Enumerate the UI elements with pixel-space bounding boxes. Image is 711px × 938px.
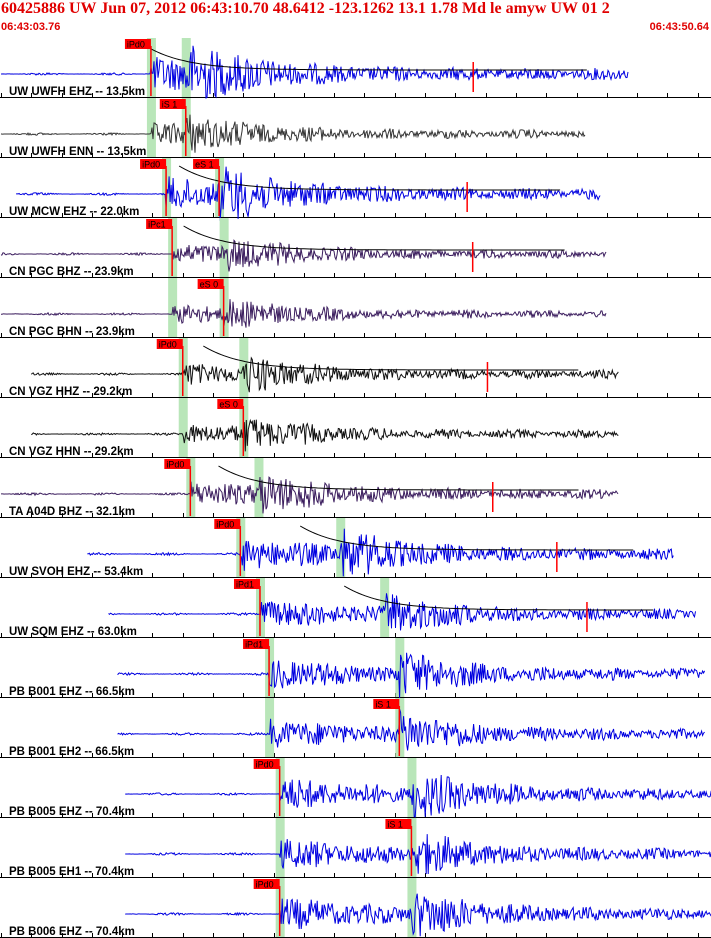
coda-curve	[203, 345, 579, 371]
station-label: UW UWFH EHZ -- 13.5km	[9, 86, 145, 98]
waveform-trace	[125, 893, 711, 937]
p-pick-box	[243, 639, 270, 649]
coda-curve	[183, 225, 565, 251]
p-pick-label: iPd1	[236, 580, 254, 590]
station-label: CN VGZ HHN -- 29.2km	[9, 446, 134, 458]
station-label: CN PGC BHN -- 23.9km	[9, 326, 135, 338]
s-pick-box	[197, 279, 224, 289]
start-time-label: 06:43:03.76	[1, 21, 61, 33]
waveform-trace	[0, 114, 586, 153]
s-pick-box	[193, 159, 220, 169]
trace-row: iPd1 PB B001 EHZ -- 66.5km	[0, 638, 711, 699]
station-label: PB B001 EHZ -- 66.5km	[9, 686, 135, 698]
p-pick-label: iPd0	[159, 340, 177, 350]
p-pick-box	[214, 519, 241, 529]
trace-row: iS 1 UW UWFH ENN -- 13.5km	[0, 98, 711, 158]
station-label: PB B005 EH1 -- 70.4km	[9, 866, 134, 878]
s-pick-box	[385, 819, 412, 829]
s-pick-window	[380, 578, 390, 637]
waveform-trace	[125, 834, 711, 875]
s-pick-label: iS 1	[162, 100, 178, 110]
trace-row: iPd0 PB B006 EHZ -- 70.4km	[0, 878, 711, 938]
record-header: 60425886 UW Jun 07, 2012 06:43:10.70 48.…	[0, 0, 711, 38]
waveform-trace	[87, 528, 674, 577]
p-pick-box	[156, 339, 183, 349]
s-pick-box	[159, 99, 186, 109]
station-label: PB B006 EHZ -- 70.4km	[9, 926, 135, 938]
station-label: PB B005 EHZ -- 70.4km	[9, 806, 135, 818]
trace-row: iPd0 UW SVOH EHZ -- 53.4km	[0, 518, 711, 578]
p-pick-box	[233, 579, 260, 589]
p-pick-box	[253, 759, 280, 769]
s-pick-label: iS 1	[375, 700, 391, 710]
p-pick-box	[146, 219, 173, 229]
station-label: PB B001 EH2 -- 66.5km	[9, 746, 134, 758]
coda-curve	[299, 525, 634, 551]
station-label: CN VGZ HHZ -- 29.2km	[9, 386, 132, 398]
p-pick-label: iPc1	[148, 220, 166, 230]
s-pick-window	[181, 38, 191, 97]
event-title: 60425886 UW Jun 07, 2012 06:43:10.70 48.…	[1, 0, 610, 17]
p-pick-label: iPd0	[216, 520, 234, 530]
p-pick-box	[140, 159, 167, 169]
waveform-trace	[30, 356, 619, 393]
seismogram-panel: iPd0 UW UWFH EHZ -- 13.5km iS 1 UW UWFH ENN…	[0, 38, 711, 938]
p-pick-box	[164, 459, 191, 469]
station-label: CN PGC BHZ -- 23.9km	[9, 266, 134, 278]
trace-row: iPc1 CN PGC BHZ -- 23.9km	[0, 218, 711, 278]
coda-curve	[178, 165, 561, 191]
waveform-trace	[31, 418, 619, 452]
p-pick-label: iPd0	[142, 160, 160, 170]
p-pick-label: iPd1	[245, 640, 263, 650]
s-pick-label: eS 0	[200, 280, 219, 290]
trace-row: iPd0 PB B005 EHZ -- 70.4km	[0, 758, 711, 818]
s-pick-window	[407, 758, 417, 817]
waveform-trace	[117, 652, 706, 699]
coda-curve	[218, 465, 579, 491]
s-pick-window	[407, 878, 417, 937]
s-pick-box	[373, 699, 400, 709]
waveform-trace	[1, 45, 629, 99]
trace-row: iS 1 PB B005 EH1 -- 70.4km	[0, 818, 711, 878]
s-pick-box	[217, 399, 244, 409]
s-pick-window	[219, 218, 229, 277]
p-pick-box	[253, 879, 280, 889]
p-pick-label: iPd0	[127, 40, 145, 50]
station-label: TA A04D BHZ -- 32.1km	[9, 506, 135, 518]
trace-row: eS 0 CN VGZ HHN -- 29.2km	[0, 398, 711, 458]
station-label: UW MCW EHZ -- 22.0km	[9, 206, 139, 218]
trace-row: iPd0 CN VGZ HHZ -- 29.2km	[0, 338, 711, 398]
station-label: UW UWFH ENN -- 13.5km	[9, 146, 146, 158]
waveform-trace	[125, 774, 711, 818]
station-label: UW SVOH EHZ -- 53.4km	[9, 566, 143, 578]
coda-curve	[343, 585, 654, 611]
waveform-trace	[0, 239, 607, 272]
trace-row: iPd0 eS 1 UW MCW EHZ -- 22.0km	[0, 158, 711, 221]
p-pick-window	[275, 818, 285, 877]
trace-row: iS 1 PB B001 EH2 -- 66.5km	[0, 698, 711, 758]
p-pick-label: iPd0	[256, 760, 274, 770]
p-pick-label: iPd0	[166, 460, 184, 470]
trace-row: iPd0 UW UWFH EHZ -- 13.5km	[0, 38, 711, 99]
s-pick-label: eS 0	[219, 400, 238, 410]
end-time-label: 06:43:50.64	[649, 21, 709, 33]
s-pick-label: iS 1	[387, 820, 403, 830]
waveform-trace	[1, 476, 619, 514]
p-pick-box	[124, 39, 151, 49]
waveform-trace	[1, 299, 607, 328]
station-label: UW SQM EHZ -- 63.0km	[9, 626, 137, 638]
p-pick-label: iPd0	[256, 880, 274, 890]
waveform-trace	[16, 166, 601, 221]
p-pick-window	[146, 98, 156, 157]
trace-row: iPd0 TA A04D BHZ -- 32.1km	[0, 458, 711, 518]
waveform-trace	[108, 593, 696, 631]
p-pick-window	[178, 398, 188, 457]
trace-row: iPd1 UW SQM EHZ -- 63.0km	[0, 578, 711, 638]
trace-row: eS 0 CN PGC BHN -- 23.9km	[0, 278, 711, 338]
waveform-trace	[117, 709, 705, 751]
coda-curve	[145, 45, 587, 71]
s-pick-label: eS 1	[195, 160, 214, 170]
